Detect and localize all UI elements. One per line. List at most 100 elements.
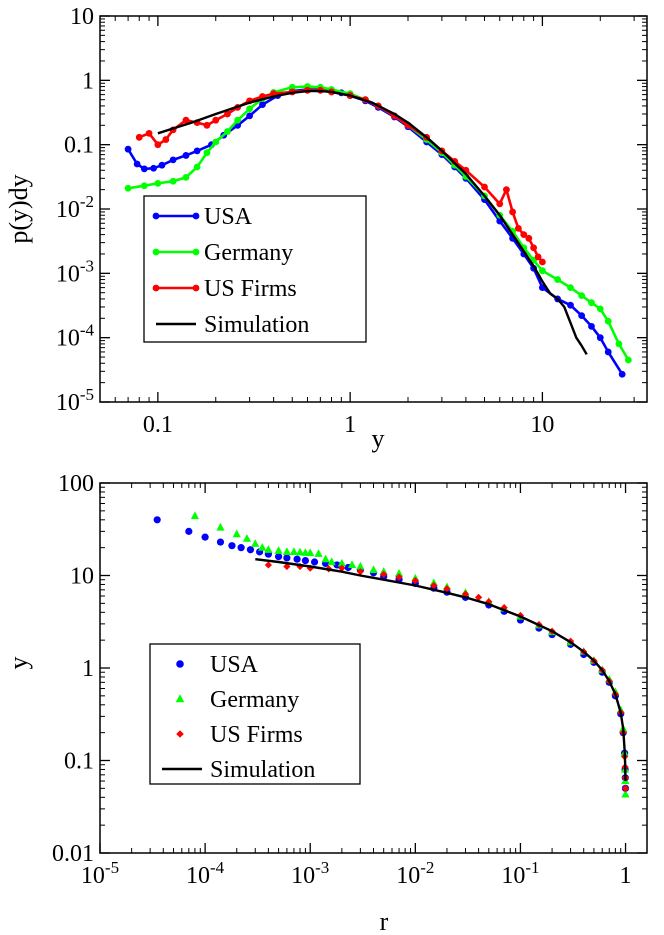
chart0-legend-marker-germany [192, 248, 200, 256]
chart0-us-firms-point [154, 141, 162, 149]
chart1-usa-point [153, 516, 161, 524]
chart0-germany-point [124, 184, 132, 192]
chart1-germany-point [337, 558, 346, 567]
chart1-legend-marker-germany [175, 694, 185, 703]
chart0-germany-point [288, 83, 296, 91]
chart1-us-firms-point [395, 573, 403, 581]
chart0-minor-ticks [100, 16, 647, 402]
chart0-us-firms-point [503, 186, 510, 194]
chart0-germany-point [234, 116, 242, 124]
chart1-us-firms-point [621, 784, 630, 792]
chart0-y-tick-label: 10-5 [56, 385, 94, 416]
chart1-germany-point [356, 561, 365, 570]
chart1-usa-point [201, 533, 209, 541]
chart0-us-firms-point [203, 121, 211, 129]
chart0-germany-point [624, 356, 632, 364]
chart0-y-tick-label: 10 [70, 4, 94, 30]
chart1-germany-point [394, 568, 404, 577]
chart0-legend: USA Germany US Firms Simulation [143, 195, 367, 343]
chart1-y-tick-label: 100 [58, 471, 94, 497]
chart0-usa-point [588, 322, 595, 330]
chart0-germany-point [140, 182, 148, 190]
chart0-germany-point [578, 292, 586, 300]
chart0-usa-point [182, 152, 190, 159]
chart0-usa-point [618, 370, 626, 378]
chart0-series-simulation [157, 89, 588, 356]
chart1-plot-area [153, 511, 630, 798]
chart1-legend-label-germany: Germany [210, 687, 299, 713]
chart1-us-firms-point [264, 561, 272, 569]
chart1-x-axis-label: r [380, 907, 389, 935]
chart0-us-firms-point [481, 183, 488, 191]
chart0-usa-point [604, 348, 612, 356]
chart0-us-firms-point [514, 224, 522, 232]
chart0-germany-point [154, 179, 162, 187]
chart0-us-firms-point [224, 110, 231, 118]
chart0-legend-marker-germany [152, 248, 160, 256]
chart1-legend-label-us-firms: US Firms [210, 722, 303, 748]
chart0-x-tick-label: 0.1 [143, 412, 173, 438]
chart0-germany-point [203, 149, 211, 157]
chart0-germany-point [182, 173, 190, 181]
chart0-us-firms-point [520, 231, 528, 239]
chart0-legend-label-usa: USA [204, 204, 253, 230]
chart0-germany-point [596, 305, 604, 313]
chart0-y-tick-label: 10-4 [56, 321, 95, 352]
chart1-legend-marker-us-firms [176, 730, 184, 738]
chart1-minor-ticks [100, 483, 647, 853]
chart1-x-tick-label: 10-1 [501, 858, 539, 889]
chart0-usa-point [133, 160, 141, 168]
chart1-us-firms-point [461, 590, 470, 598]
chart0-usa-point [259, 101, 266, 108]
chart0-us-firms-point [530, 244, 537, 252]
chart1-y-tick-label: 1 [82, 656, 94, 682]
chart0-germany-point [604, 317, 612, 325]
chart1-germany-point [264, 545, 273, 553]
chart0-us-firms-point [145, 129, 153, 137]
chart1-usa-point [246, 546, 255, 554]
chart0-usa-point [140, 165, 148, 173]
chart1-usa-point [293, 555, 301, 563]
chart0-x-tick-label: 10 [530, 412, 554, 438]
chart1-germany-point [282, 547, 291, 555]
chart0-us-firms-point [182, 116, 190, 124]
chart0-usa-point [169, 156, 177, 164]
chart1-y-tick-label: 0.01 [52, 841, 94, 867]
chart1-germany-point [621, 789, 630, 798]
chart0-usa-point [124, 145, 132, 153]
chart0-us-firms-point [496, 200, 504, 208]
chart1-x-tick-label: 10-3 [291, 858, 329, 889]
chart1-x-tick-label: 10-2 [396, 858, 434, 889]
chart0-usa-point [246, 112, 254, 120]
chart1-legend-box [149, 643, 361, 785]
chart1-germany-point [258, 543, 267, 551]
chart0-germany-point [193, 163, 201, 171]
chart1-y-axis-label: y [4, 657, 33, 670]
chart1-usa-point [310, 558, 319, 566]
chart0-germany-point [554, 276, 562, 283]
chart1-x-tick-label: 10-5 [81, 858, 119, 889]
chart0-y-tick-label: 10-3 [56, 256, 94, 287]
chart1-germany-point [232, 529, 241, 538]
chart1-usa-point [301, 556, 310, 565]
chart0-usa-point [578, 312, 586, 320]
chart1-us-firms-point [380, 570, 388, 578]
chart0-legend-marker-usa [192, 212, 200, 220]
chart0-legend-marker-us-firms [192, 284, 200, 292]
chart1-us-firms-point [338, 564, 346, 572]
chart0-germany-point [615, 340, 623, 348]
chart0-y-axis-label: p(y)dy [4, 174, 33, 243]
chart1-simulation-line [255, 558, 627, 782]
chart0-legend-label-simulation: Simulation [204, 312, 309, 338]
chart1-us-firms-point [411, 577, 419, 585]
chart1-legend-marker-usa [176, 660, 184, 668]
chart1-germany-point [295, 547, 305, 556]
chart0-legend-box [143, 195, 367, 343]
chart1-us-firms-point [430, 581, 438, 590]
chart0-y-tick-label: 0.1 [64, 133, 94, 159]
chart1-usa-point [216, 538, 225, 546]
chart0-usa-point [193, 147, 201, 155]
chart1-usa-point [228, 542, 236, 550]
chart0-usa-point [596, 334, 604, 342]
